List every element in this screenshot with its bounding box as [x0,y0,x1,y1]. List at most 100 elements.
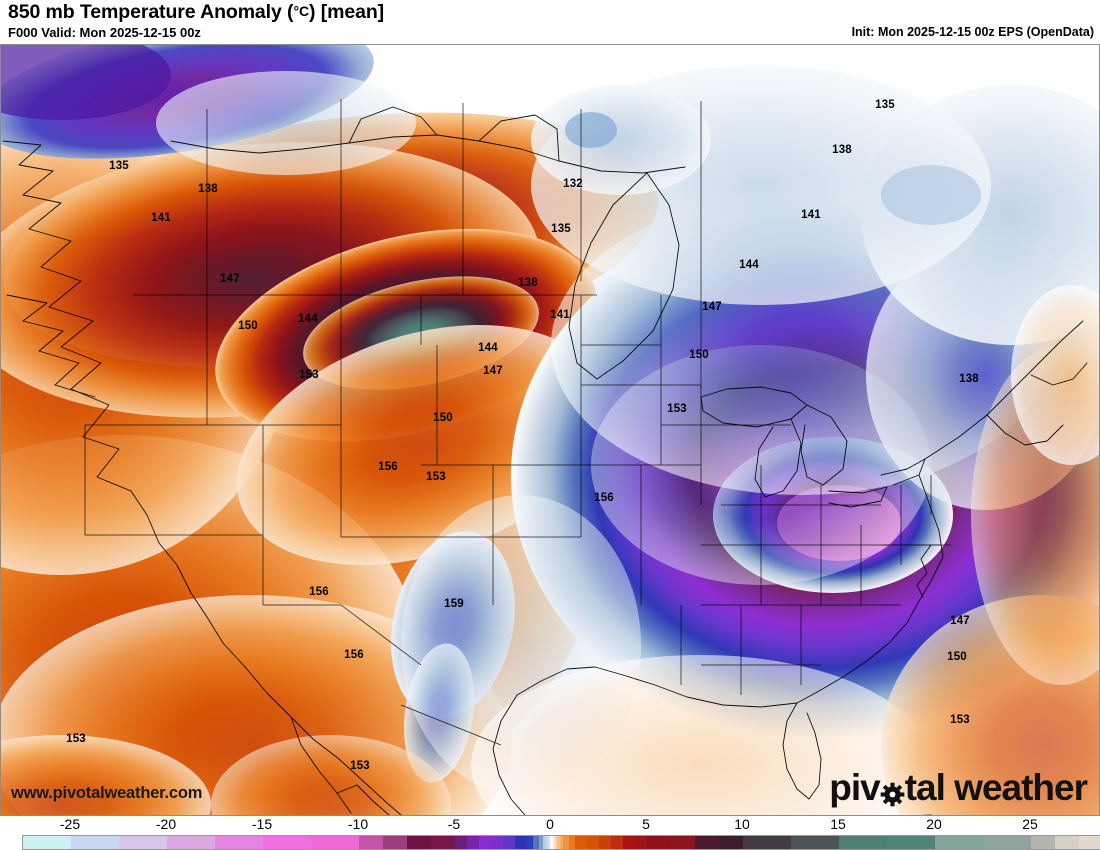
contour-label: 138 [518,277,538,289]
colorbar-swatch [544,836,548,849]
map-canvas[interactable]: 135 138 141 147 150 144 153 147 150 144 141 138 135 1… [0,44,1100,816]
colorbar-swatch [119,836,167,849]
colorbar-swatch [383,836,407,849]
colorbar-swatch [557,836,560,849]
colorbar-swatch [547,836,550,849]
contour-label: 156 [594,492,614,504]
colorbar-swatch [71,836,119,849]
colorbar-swatch [935,836,984,849]
contour-label: 150 [433,412,453,424]
colorbar-tick: -20 [155,816,177,832]
contour-label: 159 [444,598,464,610]
contour-label: 135 [875,99,895,111]
colorbar-swatch [553,836,555,849]
colorbar-swatch [587,836,600,849]
contour-label: 147 [483,365,503,377]
colorbar-swatch [407,836,431,849]
contour-label: 132 [563,178,583,190]
colorbar-tick: -25 [59,816,81,832]
brand-watermark: piv tal weather [829,767,1088,809]
colorbar-swatch [635,836,648,849]
colorbar-swatch [647,836,672,849]
contour-label: 141 [550,309,570,321]
colorbar-swatch [552,836,554,849]
colorbar-swatch [23,836,71,849]
contour-label: 144 [478,342,498,354]
colorbar-swatch [167,836,215,849]
brand-text-right: tal weather [904,767,1088,808]
colorbar-swatch [887,836,936,849]
anomaly-field-svg [1,45,1099,815]
contour-label: 150 [689,349,709,361]
colorbar-swatch [611,836,624,849]
colorbar-tick: 10 [734,816,750,832]
colorbar-swatch [1031,836,1056,849]
contour-label: 156 [378,461,398,473]
colorbar-tick: 25 [1022,816,1038,832]
degree-unit: °C [293,3,309,19]
contour-label: 135 [109,160,129,172]
colorbar-swatch [527,836,533,849]
colorbar-swatch [599,836,612,849]
contour-label: 153 [950,714,970,726]
colorbar-swatch [503,836,515,849]
colorbar-swatch [311,836,359,849]
colorbar-swatch [539,836,543,849]
colorbar-swatch [1079,836,1100,849]
contour-label: 150 [947,651,967,663]
contour-label: 153 [667,403,687,415]
colorbar-tick-labels: -25 -20 -15 -10 -5 0 5 10 15 20 25 [0,816,1100,834]
contour-label: 153 [426,471,446,483]
colorbar-swatch [743,836,792,849]
colorbar-swatch [550,836,552,849]
colorbar-swatch [983,836,1032,849]
colorbar-swatch [551,836,553,849]
colorbar-swatch [479,836,491,849]
colorbar-swatch [549,836,551,849]
map-raster: 135 138 141 147 150 144 153 147 150 144 141 138 135 1… [1,45,1099,815]
colorbar-swatch [431,836,455,849]
colorbar-swatch [359,836,383,849]
init-time-label: Init: Mon 2025-12-15 00z EPS (OpenData) [851,25,1094,39]
colorbar-swatch [491,836,503,849]
colorbar-swatch [569,836,576,849]
colorbar-swatch [575,836,588,849]
colorbar-swatches [22,835,1100,850]
page-title: 850 mb Temperature Anomaly (°C) [mean] [8,1,385,23]
contour-label: 153 [350,760,370,772]
colorbar-swatch [695,836,720,849]
gear-icon [879,775,906,806]
colorbar-swatch [215,836,263,849]
contour-label: 156 [344,649,364,661]
contour-label: 147 [950,615,970,627]
colorbar-swatch [455,836,467,849]
contour-label: 141 [801,209,821,221]
contour-label: 156 [309,586,329,598]
site-url-watermark: www.pivotalweather.com [11,784,203,802]
colorbar-swatch [515,836,527,849]
colorbar-swatch [554,836,558,849]
colorbar-swatch [1055,836,1080,849]
contour-label: 150 [238,320,258,332]
colorbar-swatch [559,836,564,849]
colorbar-tick: -15 [251,816,273,832]
contour-label: 135 [551,223,571,235]
contour-label: 141 [151,212,171,224]
colorbar-tick: -5 [447,816,461,832]
colorbar-tick: 20 [926,816,942,832]
contour-label: 138 [832,144,852,156]
colorbar-tick: 0 [546,816,554,832]
contour-label: 153 [299,369,319,381]
contour-label: 153 [66,733,86,745]
contour-label: 144 [739,259,759,271]
colorbar-swatch [839,836,888,849]
valid-time-label: F000 Valid: Mon 2025-12-15 00z [8,25,201,40]
colorbar-swatch [467,836,479,849]
colorbar-swatch [542,836,545,849]
brand-text-left: piv [829,767,880,808]
colorbar-swatch [719,836,744,849]
colorbar-swatch [533,836,539,849]
colorbar-swatch [563,836,570,849]
colorbar[interactable]: -25 -20 -15 -10 -5 0 5 10 15 20 25 [0,816,1100,850]
